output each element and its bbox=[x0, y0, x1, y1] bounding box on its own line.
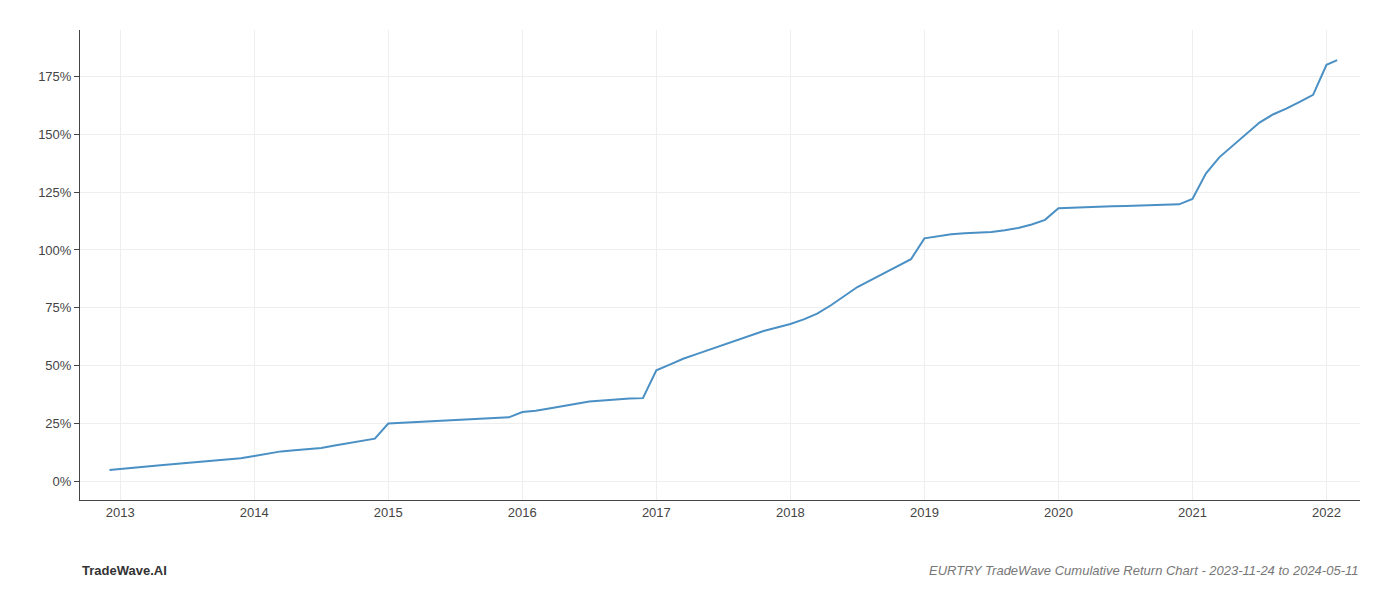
svg-text:125%: 125% bbox=[38, 185, 72, 200]
svg-text:2021: 2021 bbox=[1178, 505, 1207, 520]
svg-text:0%: 0% bbox=[53, 474, 72, 489]
svg-text:50%: 50% bbox=[45, 358, 71, 373]
svg-text:2013: 2013 bbox=[106, 505, 135, 520]
svg-text:2019: 2019 bbox=[910, 505, 939, 520]
svg-text:2016: 2016 bbox=[508, 505, 537, 520]
svg-text:175%: 175% bbox=[38, 69, 72, 84]
svg-text:2022: 2022 bbox=[1312, 505, 1341, 520]
svg-text:2017: 2017 bbox=[642, 505, 671, 520]
svg-text:25%: 25% bbox=[45, 416, 71, 431]
svg-text:100%: 100% bbox=[38, 243, 72, 258]
svg-text:EURTRY TradeWave Cumulative Re: EURTRY TradeWave Cumulative Return Chart… bbox=[929, 563, 1358, 578]
svg-text:2015: 2015 bbox=[374, 505, 403, 520]
svg-text:150%: 150% bbox=[38, 127, 72, 142]
svg-text:2014: 2014 bbox=[240, 505, 269, 520]
svg-text:2020: 2020 bbox=[1044, 505, 1073, 520]
svg-text:75%: 75% bbox=[45, 300, 71, 315]
svg-text:TradeWave.AI: TradeWave.AI bbox=[82, 563, 167, 578]
svg-text:2018: 2018 bbox=[776, 505, 805, 520]
